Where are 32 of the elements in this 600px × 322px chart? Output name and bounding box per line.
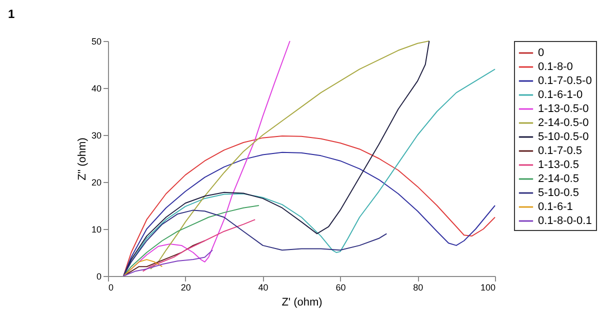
y-tick-label: 0 xyxy=(96,272,102,282)
x-tick-label: 0 xyxy=(108,282,114,292)
y-tick-label: 40 xyxy=(91,84,102,94)
legend-label: 1-13-0.5-0 xyxy=(538,103,589,115)
legend-label: 1-13-0.5 xyxy=(538,159,579,171)
legend-label: 0.1-6-1-0 xyxy=(538,89,583,101)
legend-label: 0.1-7-0.5 xyxy=(538,145,582,157)
x-tick-label: 20 xyxy=(180,282,191,292)
legend-label: 0.1-6-1 xyxy=(538,201,573,213)
y-tick-label: 10 xyxy=(91,224,102,234)
legend-label: 0.1-7-0.5-0 xyxy=(538,75,592,87)
legend-label: 2-14-0.5-0 xyxy=(538,117,589,129)
line-series xyxy=(122,250,213,276)
line-series xyxy=(122,259,163,276)
x-axis-title: Z' (ohm) xyxy=(282,296,322,308)
x-tick-label: 60 xyxy=(336,282,346,292)
legend-label: 0.1-8-0-0.1 xyxy=(538,215,592,227)
y-tick-label: 30 xyxy=(91,130,102,140)
legend-label: 0.1-8-0 xyxy=(538,61,573,73)
legend-label: 5-10-0.5 xyxy=(538,187,579,199)
x-tick-label: 80 xyxy=(413,282,424,292)
legend-label: 2-14-0.5 xyxy=(538,173,579,185)
y-tick-label: 20 xyxy=(91,178,102,188)
x-tick-label: 40 xyxy=(258,282,268,292)
text: 1 xyxy=(8,7,15,21)
line-series xyxy=(142,219,256,272)
line-series xyxy=(122,210,388,276)
legend-label: 0 xyxy=(538,47,544,59)
legend-label: 5-10-0.5-0 xyxy=(538,131,589,143)
y-tick-label: 50 xyxy=(91,36,102,46)
y-axis-title: Z'' (ohm) xyxy=(76,138,88,180)
x-tick-label: 100 xyxy=(480,282,496,292)
